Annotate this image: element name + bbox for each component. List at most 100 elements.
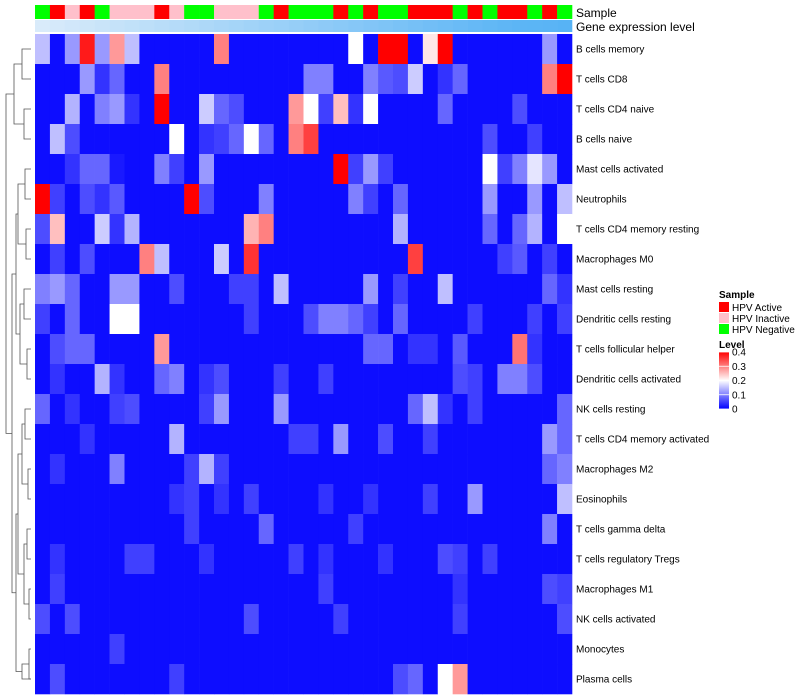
heatmap-cell (79, 334, 95, 365)
heatmap-cell (199, 634, 215, 665)
heatmap-cell (49, 364, 66, 395)
heatmap-cell (169, 124, 185, 155)
sample-annotation-cell (214, 5, 230, 19)
heatmap-cell (407, 64, 424, 95)
heatmap-cell (333, 124, 349, 155)
heatmap-cell (527, 484, 543, 515)
heatmap-cell (273, 304, 289, 335)
row-label: Mast cells activated (576, 165, 663, 176)
heatmap-cell (243, 184, 260, 215)
heatmap-cell (109, 184, 125, 215)
row-label: Dendritic cells activated (576, 375, 681, 386)
heatmap-cell (273, 454, 289, 485)
heatmap-cell (288, 484, 304, 515)
heatmap-cell (378, 454, 394, 485)
heatmap-cell (542, 364, 558, 395)
heatmap-cell (467, 124, 483, 155)
level-ticks: 0.4 0.3 0.2 0.1 0 (719, 348, 746, 416)
heatmap-cell (139, 454, 155, 485)
heatmap-cell (49, 124, 66, 155)
heatmap-cell (378, 484, 394, 515)
heatmap-cell (422, 334, 439, 365)
heatmap-cell (363, 454, 379, 485)
heatmap-cell (363, 334, 379, 365)
heatmap-cell (437, 514, 453, 545)
heatmap-cell (527, 244, 543, 275)
heatmap-cell (527, 154, 543, 185)
dendrogram-branch (26, 528, 31, 560)
heatmap-cell (154, 184, 170, 215)
dendrogram-branch (21, 48, 31, 80)
heatmap-cell (348, 544, 364, 575)
heatmap-cell (318, 604, 334, 635)
heatmap-cell (467, 34, 483, 65)
heatmap-cell (273, 604, 289, 635)
heatmap-cell (407, 274, 424, 305)
heatmap-cell (243, 604, 260, 635)
heatmap-cell (49, 544, 66, 575)
sample-annotation-cell (124, 5, 140, 19)
heatmap-cell (273, 274, 289, 305)
heatmap-cell (482, 424, 498, 455)
heatmap-cell (214, 334, 230, 365)
heatmap-cell (258, 34, 274, 65)
heatmap-cell (139, 304, 155, 335)
heatmap-cell (378, 124, 394, 155)
heatmap-cell (542, 334, 558, 365)
expression-annotation-cell (79, 20, 95, 32)
heatmap-cell (258, 364, 274, 395)
heatmap-cell (527, 64, 543, 95)
heatmap-cell (214, 34, 230, 65)
sample-annotation-cell (35, 5, 51, 19)
expression-annotation-cell (35, 20, 51, 32)
heatmap-cell (94, 484, 110, 515)
heatmap-cell (139, 634, 155, 665)
heatmap-cell (527, 424, 543, 455)
expression-annotation-cell (303, 20, 319, 32)
heatmap-cell (273, 34, 289, 65)
heatmap-cell (154, 214, 170, 245)
heatmap-cell (333, 394, 349, 425)
heatmap-cell (363, 364, 379, 395)
sample-annotation-cell (467, 5, 483, 19)
heatmap-cell (318, 424, 334, 455)
heatmap-cell (333, 244, 349, 275)
heatmap-cell (49, 154, 66, 185)
heatmap-cell (542, 214, 558, 245)
expression-annotation-cell (557, 20, 573, 32)
heatmap-cell (348, 664, 364, 695)
heatmap-cell (109, 604, 125, 635)
heatmap-cell (214, 364, 230, 395)
heatmap-cell (169, 64, 185, 95)
heatmap-cell (333, 94, 349, 125)
heatmap-cell (79, 214, 95, 245)
heatmap-cell (303, 274, 319, 305)
heatmap-cell (393, 484, 409, 515)
heatmap-cell (542, 154, 558, 185)
heatmap-cell (497, 634, 513, 665)
heatmap-cell (557, 244, 573, 275)
expression-annotation-cell (527, 20, 543, 32)
heatmap-cell (303, 604, 319, 635)
heatmap-cell (273, 244, 289, 275)
heatmap-cell (497, 34, 513, 65)
heatmap-cell (318, 544, 334, 575)
heatmap-cell (199, 334, 215, 365)
heatmap-cell (94, 154, 110, 185)
heatmap-cell (199, 364, 215, 395)
heatmap-cell (378, 274, 394, 305)
heatmap-cell (557, 544, 573, 575)
row-label: T cells CD4 memory resting (576, 225, 699, 236)
heatmap-cell (94, 124, 110, 155)
heatmap-cell (154, 364, 170, 395)
heatmap-cell (35, 664, 51, 695)
heatmap-cell (94, 304, 110, 335)
heatmap-cell (393, 304, 409, 335)
heatmap-cell (169, 574, 185, 605)
heatmap-cell (273, 214, 289, 245)
heatmap-cell (512, 544, 528, 575)
heatmap-cell (228, 334, 245, 365)
heatmap-cell (154, 64, 170, 95)
heatmap-cell (184, 274, 200, 305)
row-label: T cells CD4 naive (576, 105, 655, 116)
